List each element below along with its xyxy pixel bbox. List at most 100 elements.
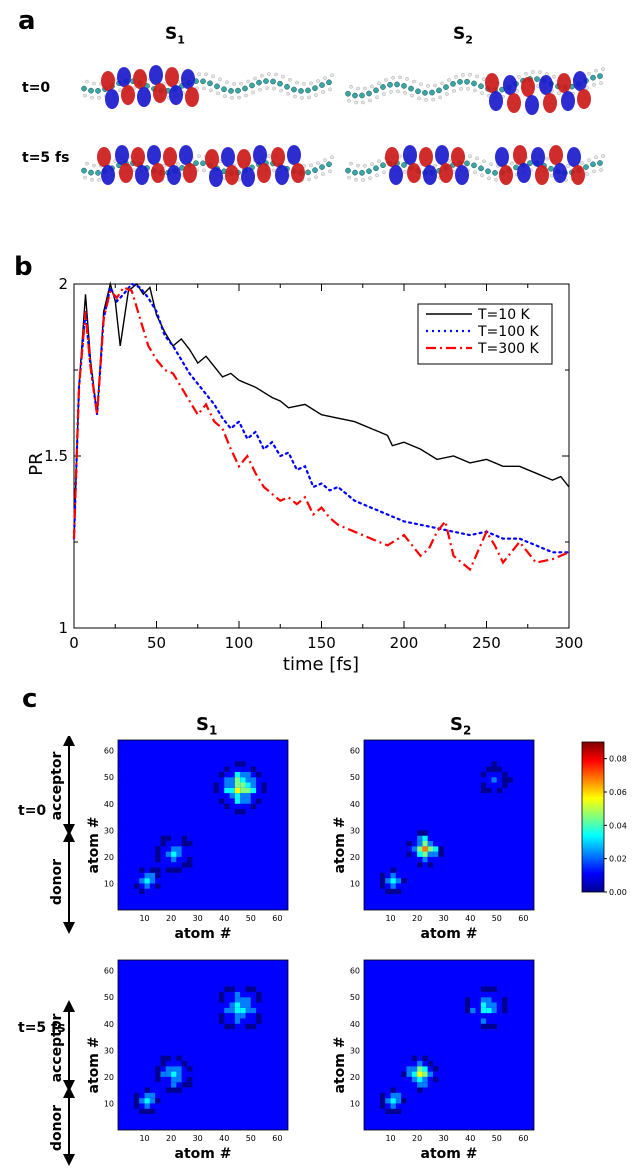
heatmap-y-tick-label: 10	[104, 879, 114, 888]
tick-labels: 0 50 100 150 200 250 300 1 1.5 2	[44, 275, 583, 652]
pr-line-chart: 0 50 100 150 200 250 300 1 1.5 2 T=10 KT=100 KT=3…	[26, 275, 583, 675]
heatmap-y-tick-label: 60	[104, 967, 114, 976]
molecule-image-s1-t5	[81, 145, 334, 187]
panel-a-row-label-t0: t=0	[22, 80, 51, 96]
heatmap-x-tick-label: 30	[439, 1134, 449, 1143]
heatmap-y-tick-label: 40	[104, 800, 114, 809]
heatmap-x-tick-label: 20	[412, 914, 422, 923]
heatmap-tick-labels: 10 10 20 20 30 30 40 40 50 50 60 60	[104, 747, 283, 923]
heatmap-x-tick-label: 20	[412, 1134, 422, 1143]
panel-c-row-label-t5: t=5 fs	[18, 1020, 66, 1036]
colorbar-tick-label: 0.06	[609, 788, 627, 797]
heatmap-y-tick-label: 20	[104, 853, 114, 862]
heatmap-x-tick-label: 50	[492, 914, 502, 923]
x-tick-label: 150	[307, 634, 336, 652]
heatmap-x-axis-label: atom #	[175, 926, 232, 942]
heatmap-x-tick-label: 30	[193, 1134, 203, 1143]
heatmap-y-tick-label: 10	[350, 879, 360, 888]
heatmap-frame	[363, 739, 535, 911]
heatmap-y-tick-label: 30	[104, 1046, 114, 1055]
heatmap-y-tick-label: 40	[350, 800, 360, 809]
heatmap-y-tick-label: 60	[350, 967, 360, 976]
col-label-sub: 1	[208, 723, 218, 738]
panel-c-row-label-t0: t=0	[18, 803, 47, 819]
heatmap-x-axis-label: atom #	[421, 1146, 478, 1162]
heatmap-x-axis-label: atom #	[175, 1146, 232, 1162]
colorbar: 0.00 0.02 0.04 0.06 0.08	[581, 741, 627, 897]
col-label-sub: 1	[177, 33, 185, 47]
x-tick-label: 0	[69, 634, 79, 652]
heatmap-y-tick-label: 30	[350, 826, 360, 835]
panel-a-col-label-s1: S1	[165, 24, 185, 46]
heatmap-y-axis-label: atom #	[86, 1037, 102, 1094]
x-axis-label: time [fs]	[283, 654, 359, 675]
series-lines	[72, 281, 571, 572]
heatmap-x-tick-label: 60	[272, 914, 282, 923]
heatmap-y-axis-label: atom #	[332, 817, 348, 874]
heatmap-x-tick-label: 10	[385, 914, 395, 923]
heatmap-y-tick-label: 30	[350, 1046, 360, 1055]
acceptor-label-bottom: acceptor	[49, 1014, 65, 1083]
heatmap-y-tick-label: 30	[104, 826, 114, 835]
heatmap-x-tick-label: 50	[246, 1134, 256, 1143]
heatmap-x-tick-label: 30	[193, 914, 203, 923]
heatmap-y-tick-label: 50	[350, 993, 360, 1002]
heatmap-y-tick-label: 20	[350, 1073, 360, 1082]
heatmap-cells	[364, 960, 534, 1130]
series-line-2	[72, 286, 570, 572]
x-tick-label: 50	[147, 634, 166, 652]
colorbar-gradient	[581, 741, 605, 893]
heatmap-x-tick-label: 30	[439, 914, 449, 923]
x-tick-label: 300	[555, 634, 584, 652]
heatmap-s2-t5: 10 10 20 20 30 30 40 40 50 50 60 60 atom # atom #	[332, 959, 535, 1162]
orbital-lobes	[101, 65, 199, 109]
acceptor-label-top: acceptor	[49, 752, 65, 821]
heatmap-x-tick-label: 60	[272, 1134, 282, 1143]
heatmap-cells	[118, 740, 288, 910]
col-label-base: S	[165, 24, 178, 44]
colorbar-tick-label: 0.08	[609, 755, 627, 764]
tick-marks	[73, 283, 570, 629]
heatmap-tick-labels: 10 10 20 20 30 30 40 40 50 50 60 60	[104, 967, 283, 1143]
heatmap-y-tick-label: 20	[104, 1073, 114, 1082]
heatmap-x-tick-label: 40	[465, 914, 475, 923]
panel-c-col-label-s2: S2	[450, 714, 471, 738]
colorbar-tick-label: 0.00	[609, 888, 627, 897]
panel-c-letter: c	[22, 684, 38, 714]
heatmap-tick-labels: 10 10 20 20 30 30 40 40 50 50 60 60	[350, 747, 529, 923]
heatmap-frame	[117, 739, 289, 911]
heatmap-y-tick-label: 50	[104, 773, 114, 782]
panel-c-col-label-s1: S1	[196, 714, 217, 738]
heatmap-cells	[118, 960, 288, 1130]
y-tick-label: 1	[58, 619, 68, 637]
heatmap-x-tick-label: 50	[246, 914, 256, 923]
y-axis-label: PR	[26, 452, 47, 475]
molecule-image-s2-t5	[345, 145, 605, 185]
legend-label-1: T=100 K	[477, 324, 539, 340]
heatmap-tick-labels: 10 10 20 20 30 30 40 40 50 50 60 60	[350, 967, 529, 1143]
heatmap-x-tick-label: 40	[219, 914, 229, 923]
heatmap-y-tick-label: 40	[104, 1020, 114, 1029]
legend: T=10 KT=100 KT=300 K	[417, 303, 553, 365]
heatmap-y-tick-label: 10	[104, 1099, 114, 1108]
x-tick-label: 250	[472, 634, 501, 652]
molecule-image-s1-t0	[81, 65, 334, 109]
heatmap-x-tick-label: 50	[492, 1134, 502, 1143]
heatmap-y-tick-label: 60	[104, 747, 114, 756]
colorbar-tick-label: 0.04	[609, 821, 627, 830]
orbital-lobes	[485, 71, 591, 115]
panel-a-col-label-s2: S2	[453, 24, 473, 46]
heatmap-x-tick-label: 20	[166, 1134, 176, 1143]
col-label-base: S	[196, 714, 209, 735]
heatmap-frame	[363, 959, 535, 1131]
legend-label-0: T=10 K	[477, 307, 531, 323]
colorbar-tick-label: 0.02	[609, 855, 627, 864]
heatmap-s2-t0: 10 10 20 20 30 30 40 40 50 50 60 60 atom # atom #	[332, 739, 535, 942]
heatmap-y-tick-label: 50	[350, 773, 360, 782]
heatmap-x-tick-label: 10	[385, 1134, 395, 1143]
orbital-lobes	[97, 145, 305, 187]
heatmap-y-tick-label: 20	[350, 853, 360, 862]
heatmap-x-axis-label: atom #	[421, 926, 478, 942]
y-tick-label: 1.5	[44, 447, 68, 465]
col-label-sub: 2	[462, 723, 472, 738]
